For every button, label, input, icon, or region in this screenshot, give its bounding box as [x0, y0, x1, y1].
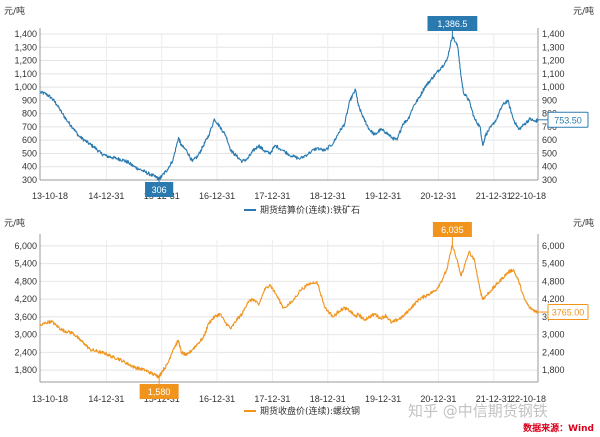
x-tick-label: 19-12-31: [365, 394, 401, 404]
x-tick-label: 14-12-31: [88, 394, 124, 404]
x-tick-label: 18-12-31: [310, 394, 346, 404]
y-tick-label-right: 3,000: [542, 330, 565, 340]
legend-label-rebar: 期货收盘价(连续):螺纹钢: [260, 405, 360, 417]
left-axis-unit: 元/吨: [4, 217, 25, 229]
max-value-box: [432, 222, 472, 237]
y-tick-label-left: 600: [22, 135, 37, 145]
y-tick-label-left: 400: [22, 162, 37, 172]
y-tick-label-left: 3,600: [14, 312, 37, 322]
y-tick-label-left: 700: [22, 122, 37, 132]
series-polyline: [39, 35, 539, 181]
x-tick-label: 22-10-18: [510, 394, 546, 404]
y-tick-label-left: 1,000: [14, 82, 37, 92]
last-value-label: 753.50: [554, 115, 582, 125]
y-tick-label-right: 2,400: [542, 347, 565, 357]
annotations: 1,386.5 306 753.50: [145, 16, 589, 197]
data-source: 数据来源：Wind: [523, 422, 594, 434]
x-tick-label: 19-12-31: [365, 191, 401, 201]
y-tick-label-right: 1,200: [542, 56, 565, 66]
y-tick-label-right: 300: [542, 175, 557, 185]
x-tick-label: 22-10-18: [510, 191, 546, 201]
x-tick-label: 16-12-31: [199, 191, 235, 201]
y-tick-label-left: 1,300: [14, 42, 37, 52]
y-tick-label-right: 900: [542, 95, 557, 105]
y-tick-label-right: 500: [542, 148, 557, 158]
x-tick-label: 17-12-31: [254, 394, 290, 404]
series-line: [39, 35, 539, 181]
y-tick-label-left: 4,800: [14, 276, 37, 286]
y-tick-label-right: 4,200: [542, 294, 565, 304]
x-tick-label: 21-12-31: [476, 191, 512, 201]
y-tick-label-right: 4,800: [542, 276, 565, 286]
max-value-label: 6,035: [441, 225, 464, 235]
y-tick-label-left: 6,000: [14, 241, 37, 251]
max-value-box: [427, 16, 478, 31]
y-tick-label-right: 1,300: [542, 42, 565, 52]
grid-lines: [39, 240, 539, 382]
y-tick-label-left: 2,400: [14, 347, 37, 357]
y-tick-label-left: 3,000: [14, 330, 37, 340]
rebar-chart: 元/吨 元/吨 1,800 1,800 2,400 2,400 3,000 3,000 3,…: [4, 217, 594, 417]
x-tick-label: 17-12-31: [254, 191, 290, 201]
watermark: 知乎 @中信期货钢铁: [408, 402, 548, 420]
last-value-box: [547, 111, 589, 128]
iron-ore-chart: 元/吨 元/吨 30030040040050050060060070070080…: [4, 5, 594, 216]
x-tick-label: 16-12-31: [199, 394, 235, 404]
series-line: [39, 244, 539, 379]
y-tick-label-left: 500: [22, 148, 37, 158]
axes: 3003004004005005006006007007008008009009…: [14, 28, 565, 201]
y-tick-label-left: 800: [22, 109, 37, 119]
y-tick-label-left: 300: [22, 175, 37, 185]
y-tick-label-right: 1,800: [542, 365, 565, 375]
y-tick-label-left: 5,400: [14, 259, 37, 269]
x-tick-label: 18-12-31: [310, 191, 346, 201]
x-tick-label: 14-12-31: [88, 191, 124, 201]
y-tick-label-left: 900: [22, 95, 37, 105]
y-tick-label-left: 1,800: [14, 365, 37, 375]
legend-label-iron-ore: 期货结算价(连续):铁矿石: [260, 204, 360, 216]
y-tick-label-left: 1,100: [14, 69, 37, 79]
y-tick-label-right: 400: [542, 162, 557, 172]
y-tick-label-right: 6,000: [542, 241, 565, 251]
axes: 1,8001,8002,4002,4003,0003,0003,6003,600…: [14, 234, 565, 404]
legend: 期货结算价(连续):铁矿石: [244, 204, 360, 216]
last-value-box: [547, 304, 589, 321]
right-axis-unit: 元/吨: [573, 5, 594, 17]
max-value-label: 1,386.5: [437, 19, 467, 29]
x-tick-label: 20-12-31: [420, 191, 456, 201]
series-polyline: [39, 244, 539, 379]
y-tick-label-right: 1,000: [542, 82, 565, 92]
y-tick-label-right: 600: [542, 135, 557, 145]
x-tick-label: 21-12-31: [476, 394, 512, 404]
x-tick-label: 20-12-31: [420, 394, 456, 404]
x-tick-label: 13-10-18: [32, 394, 68, 404]
min-value-label: 1,580: [148, 387, 171, 397]
last-value-label: 3765.00: [552, 308, 585, 318]
y-tick-label-right: 1,100: [542, 69, 565, 79]
min-value-label: 306: [152, 185, 167, 195]
y-tick-label-right: 1,400: [542, 29, 565, 39]
min-value-box: [145, 182, 174, 197]
y-tick-label-right: 5,400: [542, 259, 565, 269]
x-tick-label: 13-10-18: [32, 191, 68, 201]
y-tick-label-left: 4,200: [14, 294, 37, 304]
right-axis-unit: 元/吨: [573, 217, 594, 229]
min-value-box: [139, 384, 179, 399]
y-tick-label-left: 1,400: [14, 29, 37, 39]
y-tick-label-left: 1,200: [14, 56, 37, 66]
legend: 期货收盘价(连续):螺纹钢: [244, 405, 360, 417]
left-axis-unit: 元/吨: [4, 5, 25, 17]
annotations: 6,035 1,580 3765.00: [139, 222, 589, 399]
